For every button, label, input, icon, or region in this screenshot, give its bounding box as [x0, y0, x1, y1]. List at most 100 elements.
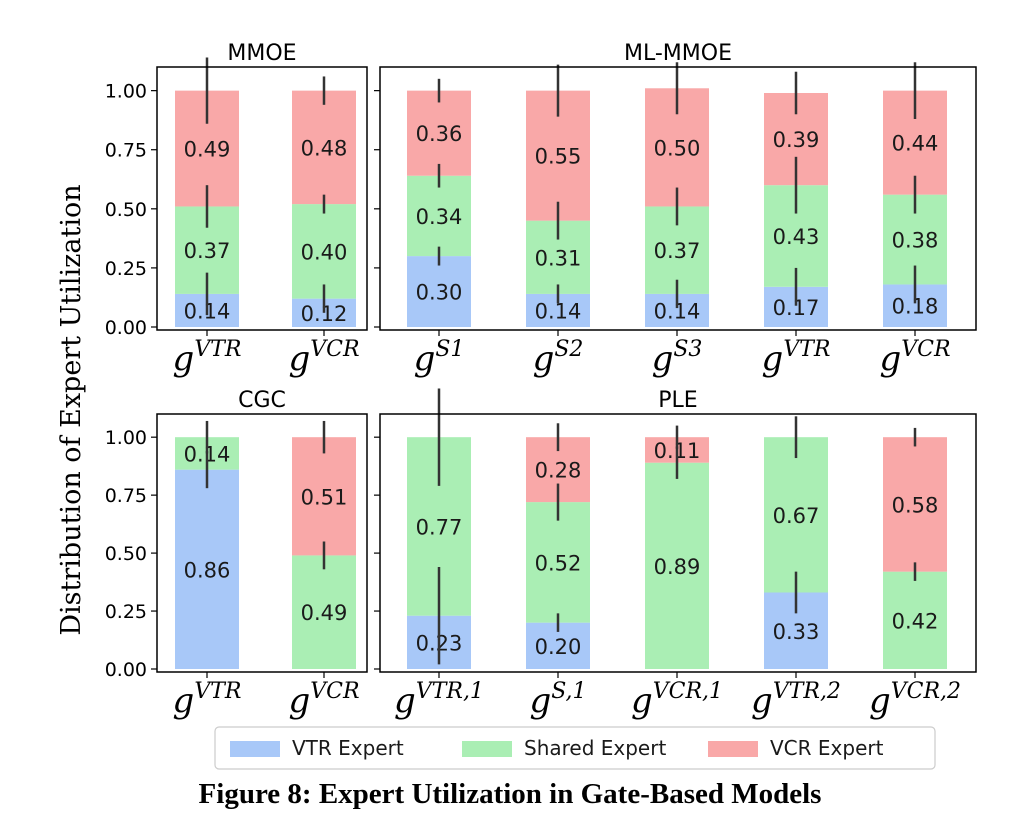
legend-label: VTR Expert — [292, 736, 404, 760]
data-label: 0.50 — [654, 136, 701, 160]
panel-title: MMOE — [227, 41, 296, 66]
panel-ple: PLE0.230.77gVTR,10.200.520.28gS,10.890.1… — [374, 388, 977, 721]
y-tick-label: 0.50 — [105, 543, 147, 565]
bar-segment — [407, 175, 471, 257]
category-base: g — [414, 339, 436, 379]
category-superscript: S,1 — [551, 679, 586, 704]
bar-segment — [292, 90, 356, 205]
category-superscript: VTR — [194, 679, 241, 704]
y-tick-label: 0.75 — [105, 485, 147, 507]
category-base: g — [288, 339, 310, 379]
panel-cgc: CGC0.000.250.500.751.000.860.14gVTR0.490… — [105, 388, 368, 721]
bar-segment — [292, 555, 356, 669]
legend-label: VCR Expert — [770, 736, 884, 760]
category-superscript: S1 — [435, 337, 464, 362]
data-label: 0.37 — [184, 239, 231, 263]
category-superscript: S3 — [673, 337, 702, 362]
category-label: gVTR,2 — [751, 679, 841, 721]
category-label: gVCR — [879, 337, 950, 379]
y-tick-label: 0.50 — [105, 199, 147, 221]
axes-frame — [379, 413, 977, 673]
legend-swatch — [708, 741, 758, 757]
y-tick-label: 0.25 — [105, 601, 147, 623]
data-label: 0.52 — [535, 551, 582, 575]
category-base: g — [173, 681, 195, 721]
legend: VTR Expert Shared Expert VCR Expert — [214, 726, 936, 770]
data-label: 0.89 — [654, 555, 701, 579]
figure-caption: Figure 8: Expert Utilization in Gate-Bas… — [198, 778, 822, 810]
data-label: 0.14 — [535, 299, 582, 323]
category-base: g — [533, 339, 555, 379]
category-superscript: VCR,2 — [891, 679, 961, 704]
y-tick-label: 1.00 — [105, 81, 147, 103]
y-axis-label: Distribution of Expert Utilization — [56, 184, 87, 635]
bar-segment — [764, 437, 828, 593]
data-label: 0.33 — [773, 620, 820, 644]
category-label: gS1 — [414, 337, 465, 379]
data-label: 0.51 — [301, 485, 348, 509]
data-label: 0.38 — [892, 229, 939, 253]
axes-frame — [156, 66, 368, 331]
category-base: g — [529, 681, 551, 721]
category-superscript: VTR,1 — [416, 679, 484, 704]
category-label: gVTR — [173, 679, 242, 721]
data-label: 0.58 — [892, 493, 939, 517]
category-label: gVTR — [173, 337, 242, 379]
category-superscript: VTR — [783, 337, 830, 362]
category-base: g — [751, 681, 773, 721]
category-base: g — [869, 681, 891, 721]
data-label: 0.67 — [773, 504, 820, 528]
category-superscript: VCR — [901, 337, 950, 362]
category-superscript: VCR — [310, 337, 359, 362]
y-tick-label: 0.25 — [105, 258, 147, 280]
category-base: g — [173, 339, 195, 379]
data-label: 0.48 — [301, 136, 348, 160]
bar-segment — [883, 571, 947, 669]
category-superscript: VCR — [310, 679, 359, 704]
data-label: 0.34 — [416, 205, 463, 229]
category-base: g — [394, 681, 416, 721]
bar-segment — [407, 256, 471, 327]
data-label: 0.49 — [184, 138, 231, 162]
legend-frame — [214, 726, 936, 770]
category-label: gVTR,1 — [394, 679, 484, 721]
axes-frame — [379, 66, 977, 331]
legend-swatch — [462, 741, 512, 757]
category-superscript: VTR — [194, 337, 241, 362]
category-base: g — [762, 339, 784, 379]
bar-segment — [292, 437, 356, 556]
category-label: gVCR — [288, 337, 359, 379]
category-label: gS,1 — [529, 679, 586, 721]
y-tick-label: 1.00 — [105, 427, 147, 449]
category-label: gVCR — [288, 679, 359, 721]
panel-title: CGC — [238, 388, 286, 413]
bar-segment — [645, 462, 709, 669]
panels: MMOE0.000.250.500.751.000.140.370.49gVTR… — [105, 41, 977, 721]
data-label: 0.77 — [416, 515, 463, 539]
category-superscript: S2 — [554, 337, 583, 362]
data-label: 0.43 — [773, 225, 820, 249]
panel-ml-mmoe: ML-MMOE0.300.340.36gS10.140.310.55gS20.1… — [374, 41, 977, 379]
panel-title: ML-MMOE — [624, 41, 732, 66]
category-base: g — [631, 681, 653, 721]
data-label: 0.86 — [184, 558, 231, 582]
panel-title: PLE — [658, 388, 697, 413]
data-label: 0.49 — [301, 601, 348, 625]
category-base: g — [652, 339, 674, 379]
category-superscript: VTR,2 — [773, 679, 841, 704]
data-label: 0.30 — [416, 281, 463, 305]
data-label: 0.20 — [535, 635, 582, 659]
y-tick-label: 0.75 — [105, 140, 147, 162]
bar-segment — [292, 204, 356, 299]
category-base: g — [879, 339, 901, 379]
bar-segment — [175, 469, 239, 669]
data-label: 0.28 — [535, 459, 582, 483]
bar-segment — [526, 502, 590, 623]
category-label: gS2 — [533, 337, 584, 379]
y-tick-label: 0.00 — [105, 659, 147, 681]
data-label: 0.36 — [416, 122, 463, 146]
data-label: 0.42 — [892, 609, 939, 633]
data-label: 0.40 — [301, 240, 348, 264]
legend-swatch — [230, 741, 280, 757]
